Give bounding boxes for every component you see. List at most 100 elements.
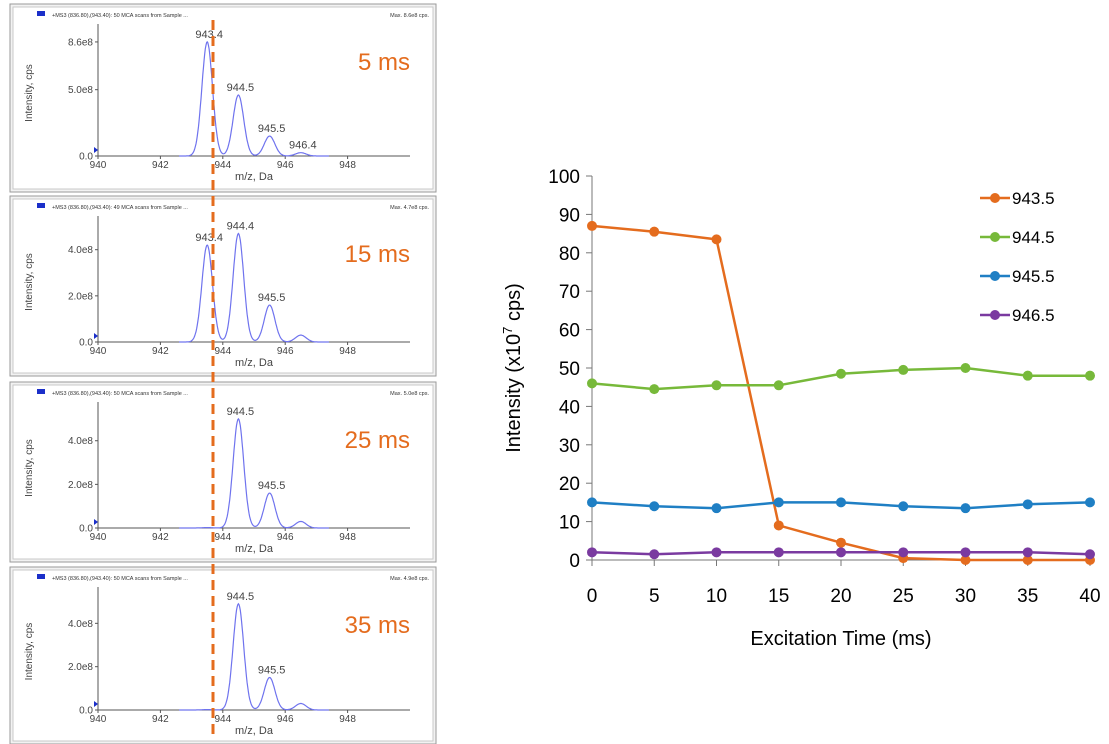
data-point [898, 364, 909, 375]
panel-header-text: +MS3 (836.80),(943.40): 50 MCA scans fro… [52, 391, 188, 397]
panel-max-text: Max. 4.7e8 cps. [390, 205, 429, 211]
panel-time-label: 5 ms [358, 49, 410, 76]
data-point [773, 520, 784, 531]
x-tick-label: 944 [214, 346, 231, 357]
x-tick-label: 10 [706, 586, 727, 607]
peak-label: 944.5 [227, 406, 255, 418]
x-tick-label: 940 [90, 160, 107, 171]
y-axis-label: Intensity, cps [24, 253, 35, 311]
peak-label: 945.5 [258, 292, 286, 304]
spectrum-panel: +MS3 (836.80),(943.40): 50 MCA scans fro… [9, 566, 437, 744]
data-point [960, 547, 971, 558]
peak-label: 946.4 [289, 140, 317, 152]
x-tick-label: 942 [152, 714, 169, 725]
y-tick-label: 2.0e8 [68, 291, 93, 302]
x-tick-label: 942 [152, 160, 169, 171]
spectrum-panel: +MS3 (836.80),(943.40): 50 MCA scans fro… [9, 381, 437, 563]
data-point [711, 503, 722, 514]
panel-header-text: +MS3 (836.80),(943.40): 50 MCA scans fro… [52, 13, 188, 19]
x-axis-label: m/z, Da [235, 357, 274, 369]
y-tick-label: 4.0e8 [68, 436, 93, 447]
peak-label: 945.5 [258, 480, 286, 492]
spectrum-panel: +MS3 (836.80),(943.40): 50 MCA scans fro… [9, 3, 437, 193]
data-point [1085, 497, 1095, 508]
y-axis-title-main: Intensity (x10 [503, 334, 525, 453]
data-point [960, 503, 971, 514]
x-tick-label: 944 [214, 532, 231, 543]
spectrum-line [179, 40, 329, 157]
legend-item: 945.5 [980, 267, 1055, 286]
y-tick-label: 90 [559, 205, 580, 226]
x-tick-label: 5 [649, 586, 660, 607]
axis-marker [94, 147, 98, 153]
axis-marker [94, 701, 98, 707]
data-point [836, 547, 846, 558]
data-point [711, 234, 722, 245]
y-tick-label: 0.0 [79, 152, 93, 163]
x-axis-title: Excitation Time (ms) [750, 628, 931, 650]
y-tick-label: 70 [559, 282, 580, 303]
panel-header-marker [37, 11, 45, 16]
data-point [773, 547, 784, 558]
x-tick-label: 35 [1017, 586, 1038, 607]
panel-max-text: Max. 5.0e8 cps. [390, 391, 429, 397]
legend-item: 943.5 [980, 189, 1055, 208]
x-tick-label: 942 [152, 532, 169, 543]
data-point [1085, 370, 1095, 381]
y-tick-label: 0.0 [79, 338, 93, 349]
x-tick-label: 946 [277, 714, 294, 725]
data-point [773, 497, 784, 508]
legend-marker [990, 310, 1000, 320]
panel-header-text: +MS3 (836.80),(943.40): 50 MCA scans fro… [52, 576, 188, 582]
axis-marker [94, 519, 98, 525]
spectrum-line [179, 602, 329, 711]
data-point [898, 501, 909, 512]
panel-header-marker [37, 389, 45, 394]
y-axis-label: Intensity, cps [24, 623, 35, 681]
panel-max-text: Max. 8.6e8 cps. [390, 13, 429, 19]
legend-label: 945.5 [1012, 267, 1055, 286]
x-tick-label: 940 [90, 346, 107, 357]
data-point [649, 226, 660, 237]
data-point [960, 363, 971, 373]
x-axis-label: m/z, Da [235, 171, 274, 183]
data-point [711, 380, 722, 391]
x-tick-label: 942 [152, 346, 169, 357]
y-tick-label: 40 [559, 397, 580, 418]
y-tick-label: 100 [548, 167, 580, 188]
peak-label: 944.4 [227, 221, 255, 233]
legend-label: 944.5 [1012, 228, 1055, 247]
spectrum-panel: +MS3 (836.80),(943.40): 49 MCA scans fro… [9, 195, 437, 377]
data-point [587, 378, 597, 389]
x-tick-label: 946 [277, 346, 294, 357]
spectrum-line [179, 232, 329, 343]
legend-label: 943.5 [1012, 189, 1055, 208]
x-tick-label: 948 [339, 714, 356, 725]
spectrum-line [179, 417, 329, 529]
data-point [1022, 555, 1033, 565]
panel-header-marker [37, 203, 45, 208]
series-945.5 [587, 497, 1095, 514]
y-tick-label: 10 [559, 513, 580, 534]
y-tick-label: 30 [559, 436, 580, 457]
data-point [1085, 549, 1095, 560]
y-axis-label: Intensity, cps [24, 64, 35, 122]
x-tick-label: 948 [339, 346, 356, 357]
x-tick-label: 948 [339, 532, 356, 543]
legend-item: 944.5 [980, 228, 1055, 247]
x-tick-label: 940 [90, 532, 107, 543]
x-axis-label: m/z, Da [235, 543, 274, 555]
data-point [773, 380, 784, 391]
y-tick-label: 0.0 [79, 524, 93, 535]
y-tick-label: 50 [559, 359, 580, 380]
data-point [960, 555, 971, 565]
x-tick-label: 944 [214, 714, 231, 725]
panel-max-text: Max. 4.9e8 cps. [390, 576, 429, 582]
axis-marker [94, 333, 98, 339]
y-tick-label: 20 [559, 474, 580, 495]
legend-marker [990, 193, 1000, 203]
y-axis-title-sup: 7 [500, 327, 515, 334]
x-tick-label: 15 [768, 586, 789, 607]
data-point [898, 547, 909, 558]
data-point [711, 547, 722, 558]
